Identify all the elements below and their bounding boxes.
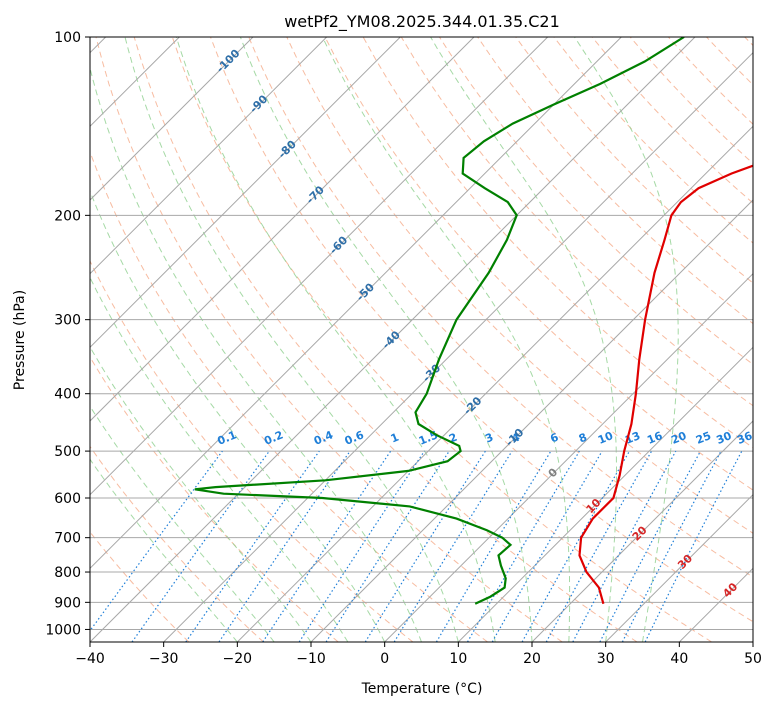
isotherm-line bbox=[163, 51, 753, 642]
isotherm-line bbox=[90, 37, 549, 496]
mixing-ratio-label: 36 bbox=[735, 429, 754, 447]
mixing-ratio-line bbox=[545, 450, 653, 642]
isotherm-gridlines bbox=[90, 37, 753, 642]
dry-adiabat-line bbox=[133, 37, 638, 642]
isotherm-line bbox=[90, 37, 622, 570]
mixing-ratio-label: 16 bbox=[645, 429, 664, 447]
y-tick-label: 500 bbox=[54, 444, 81, 460]
x-tick-label: −40 bbox=[75, 651, 105, 667]
y-tick-label: 300 bbox=[54, 313, 81, 329]
mixing-ratio-label: 30 bbox=[714, 429, 733, 447]
moist-adiabat-line bbox=[574, 37, 679, 642]
dry-adiabat-line bbox=[171, 37, 712, 642]
isotherm-line bbox=[236, 125, 753, 642]
moist-adiabat-line bbox=[322, 37, 571, 642]
dry-adiabat-line bbox=[210, 37, 753, 623]
chart-title: wetPf2_YM08.2025.344.01.35.C21 bbox=[284, 12, 560, 32]
plot-area: 0.1 0.2 0.4 0.6 1 1.5 2 3 4 6 8 10 13 16 20 25 30 36 -100… bbox=[90, 37, 754, 642]
isotherm-line bbox=[531, 420, 753, 642]
isotherm-line bbox=[90, 37, 475, 422]
isotherm-line bbox=[90, 37, 328, 275]
mixing-ratio-line bbox=[218, 450, 351, 642]
mixing-ratio-line bbox=[131, 450, 270, 642]
plot-frame bbox=[89, 36, 754, 643]
mixing-ratio-line bbox=[572, 450, 677, 642]
mixing-ratio-line bbox=[521, 450, 631, 642]
dry-adiabat-line bbox=[90, 445, 264, 642]
mixing-ratio-line bbox=[90, 450, 223, 632]
moist-adiabat-line bbox=[90, 405, 275, 642]
mixing-ratio-label: 2 bbox=[447, 431, 459, 446]
temperature-profile-line bbox=[578, 164, 753, 605]
y-tick-label: 200 bbox=[54, 208, 81, 224]
y-tick-label: 900 bbox=[54, 595, 81, 611]
dry-adiabat-line bbox=[515, 37, 753, 284]
x-tick-label: −10 bbox=[296, 651, 326, 667]
mixing-ratio-label: 3 bbox=[483, 431, 495, 446]
mixing-ratio-label: 8 bbox=[577, 431, 589, 446]
moist-adiabat-line bbox=[175, 37, 496, 642]
isotherm-line bbox=[90, 37, 401, 349]
x-tick-label: 10 bbox=[449, 651, 467, 667]
dry-adiabat-line bbox=[324, 37, 753, 491]
y-tick-label: 1000 bbox=[45, 622, 81, 638]
moist-adiabat-line bbox=[90, 458, 238, 642]
x-tick-label: 20 bbox=[523, 651, 541, 667]
isotherm-line bbox=[457, 346, 753, 642]
mixing-ratio-label: 1 bbox=[389, 431, 401, 446]
moist-adiabat-lines bbox=[90, 37, 679, 642]
x-axis-ticks: −40 −30 −20 −10 0 10 20 30 40 50 bbox=[75, 642, 762, 667]
mixing-ratio-line bbox=[393, 450, 513, 642]
x-tick-label: 40 bbox=[670, 651, 688, 667]
mixing-ratio-line bbox=[185, 450, 320, 642]
x-axis-label: Temperature (°C) bbox=[361, 681, 483, 697]
mixing-ratio-line bbox=[298, 450, 425, 642]
isotherm-line bbox=[310, 199, 753, 642]
mixing-ratio-label: 20 bbox=[669, 429, 688, 447]
dewpoint-profile-line bbox=[194, 37, 685, 605]
y-tick-label: 700 bbox=[54, 531, 81, 547]
moist-adiabat-line bbox=[90, 189, 386, 642]
mixing-ratio-label: 25 bbox=[694, 429, 713, 447]
x-tick-label: −20 bbox=[223, 651, 253, 667]
x-tick-label: 30 bbox=[597, 651, 615, 667]
y-tick-label: 600 bbox=[54, 491, 81, 507]
dry-adiabat-line bbox=[248, 37, 753, 578]
y-tick-label: 100 bbox=[54, 30, 81, 46]
dry-adiabat-lines bbox=[90, 37, 753, 642]
dry-adiabat-line bbox=[95, 37, 563, 642]
moist-adiabat-line bbox=[239, 37, 533, 642]
isotherm-line bbox=[605, 493, 753, 642]
x-tick-label: 0 bbox=[380, 651, 389, 667]
isobar-gridlines bbox=[90, 37, 753, 630]
dry-adiabat-line bbox=[286, 37, 753, 534]
isotherm-line bbox=[90, 37, 254, 201]
mixing-ratio-line bbox=[325, 450, 450, 642]
y-axis-ticks: 100 200 300 400 500 600 700 800 900 1000 bbox=[45, 30, 90, 638]
y-axis-label: Pressure (hPa) bbox=[12, 290, 28, 390]
x-tick-label: −30 bbox=[149, 651, 179, 667]
x-tick-label: 50 bbox=[744, 651, 762, 667]
dry-adiabat-line bbox=[90, 356, 339, 642]
y-tick-label: 800 bbox=[54, 565, 81, 581]
moist-adiabat-line bbox=[90, 65, 422, 642]
y-tick-label: 400 bbox=[54, 387, 81, 403]
isotherm-line bbox=[384, 272, 753, 642]
mixing-ratio-line bbox=[644, 450, 743, 642]
dry-adiabat-line bbox=[90, 259, 414, 642]
mixing-ratio-label: 10 bbox=[596, 429, 615, 447]
moist-adiabat-line bbox=[124, 37, 459, 642]
mixing-ratio-line bbox=[262, 450, 392, 642]
isotherm-line bbox=[90, 37, 696, 642]
